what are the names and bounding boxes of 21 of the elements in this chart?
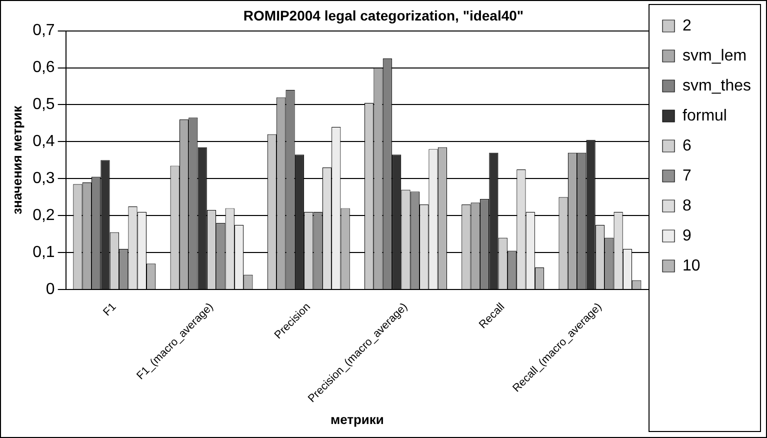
y-axis-title: значения метрик xyxy=(9,105,24,214)
y-tick-label: 0,2 xyxy=(32,207,55,224)
y-tick-label: 0,7 xyxy=(32,22,55,40)
y-tick-label: 0,1 xyxy=(32,244,55,261)
legend-label: 6 xyxy=(682,137,692,154)
legend-label: svm_lem xyxy=(682,47,747,64)
y-tick-label: 0,6 xyxy=(32,59,55,76)
y-tick-label: 0,5 xyxy=(32,96,55,114)
chart-title: ROMIP2004 legal categorization, "ideal40" xyxy=(243,7,524,24)
y-tick-label: 0,4 xyxy=(32,133,55,150)
legend-label: 7 xyxy=(682,167,692,184)
x-tick-label: F1 xyxy=(101,300,119,319)
legend-label: 10 xyxy=(682,257,700,274)
legend-label: 2 xyxy=(682,17,692,34)
y-tick-label: 0 xyxy=(46,280,55,298)
x-axis-title: метрики xyxy=(330,412,384,427)
legend-label: 8 xyxy=(682,197,692,214)
legend-label: 9 xyxy=(682,227,692,244)
legend-label: formul xyxy=(682,107,727,124)
y-tick-label: 0,3 xyxy=(32,170,55,188)
legend-label: svm_thes xyxy=(682,77,751,94)
